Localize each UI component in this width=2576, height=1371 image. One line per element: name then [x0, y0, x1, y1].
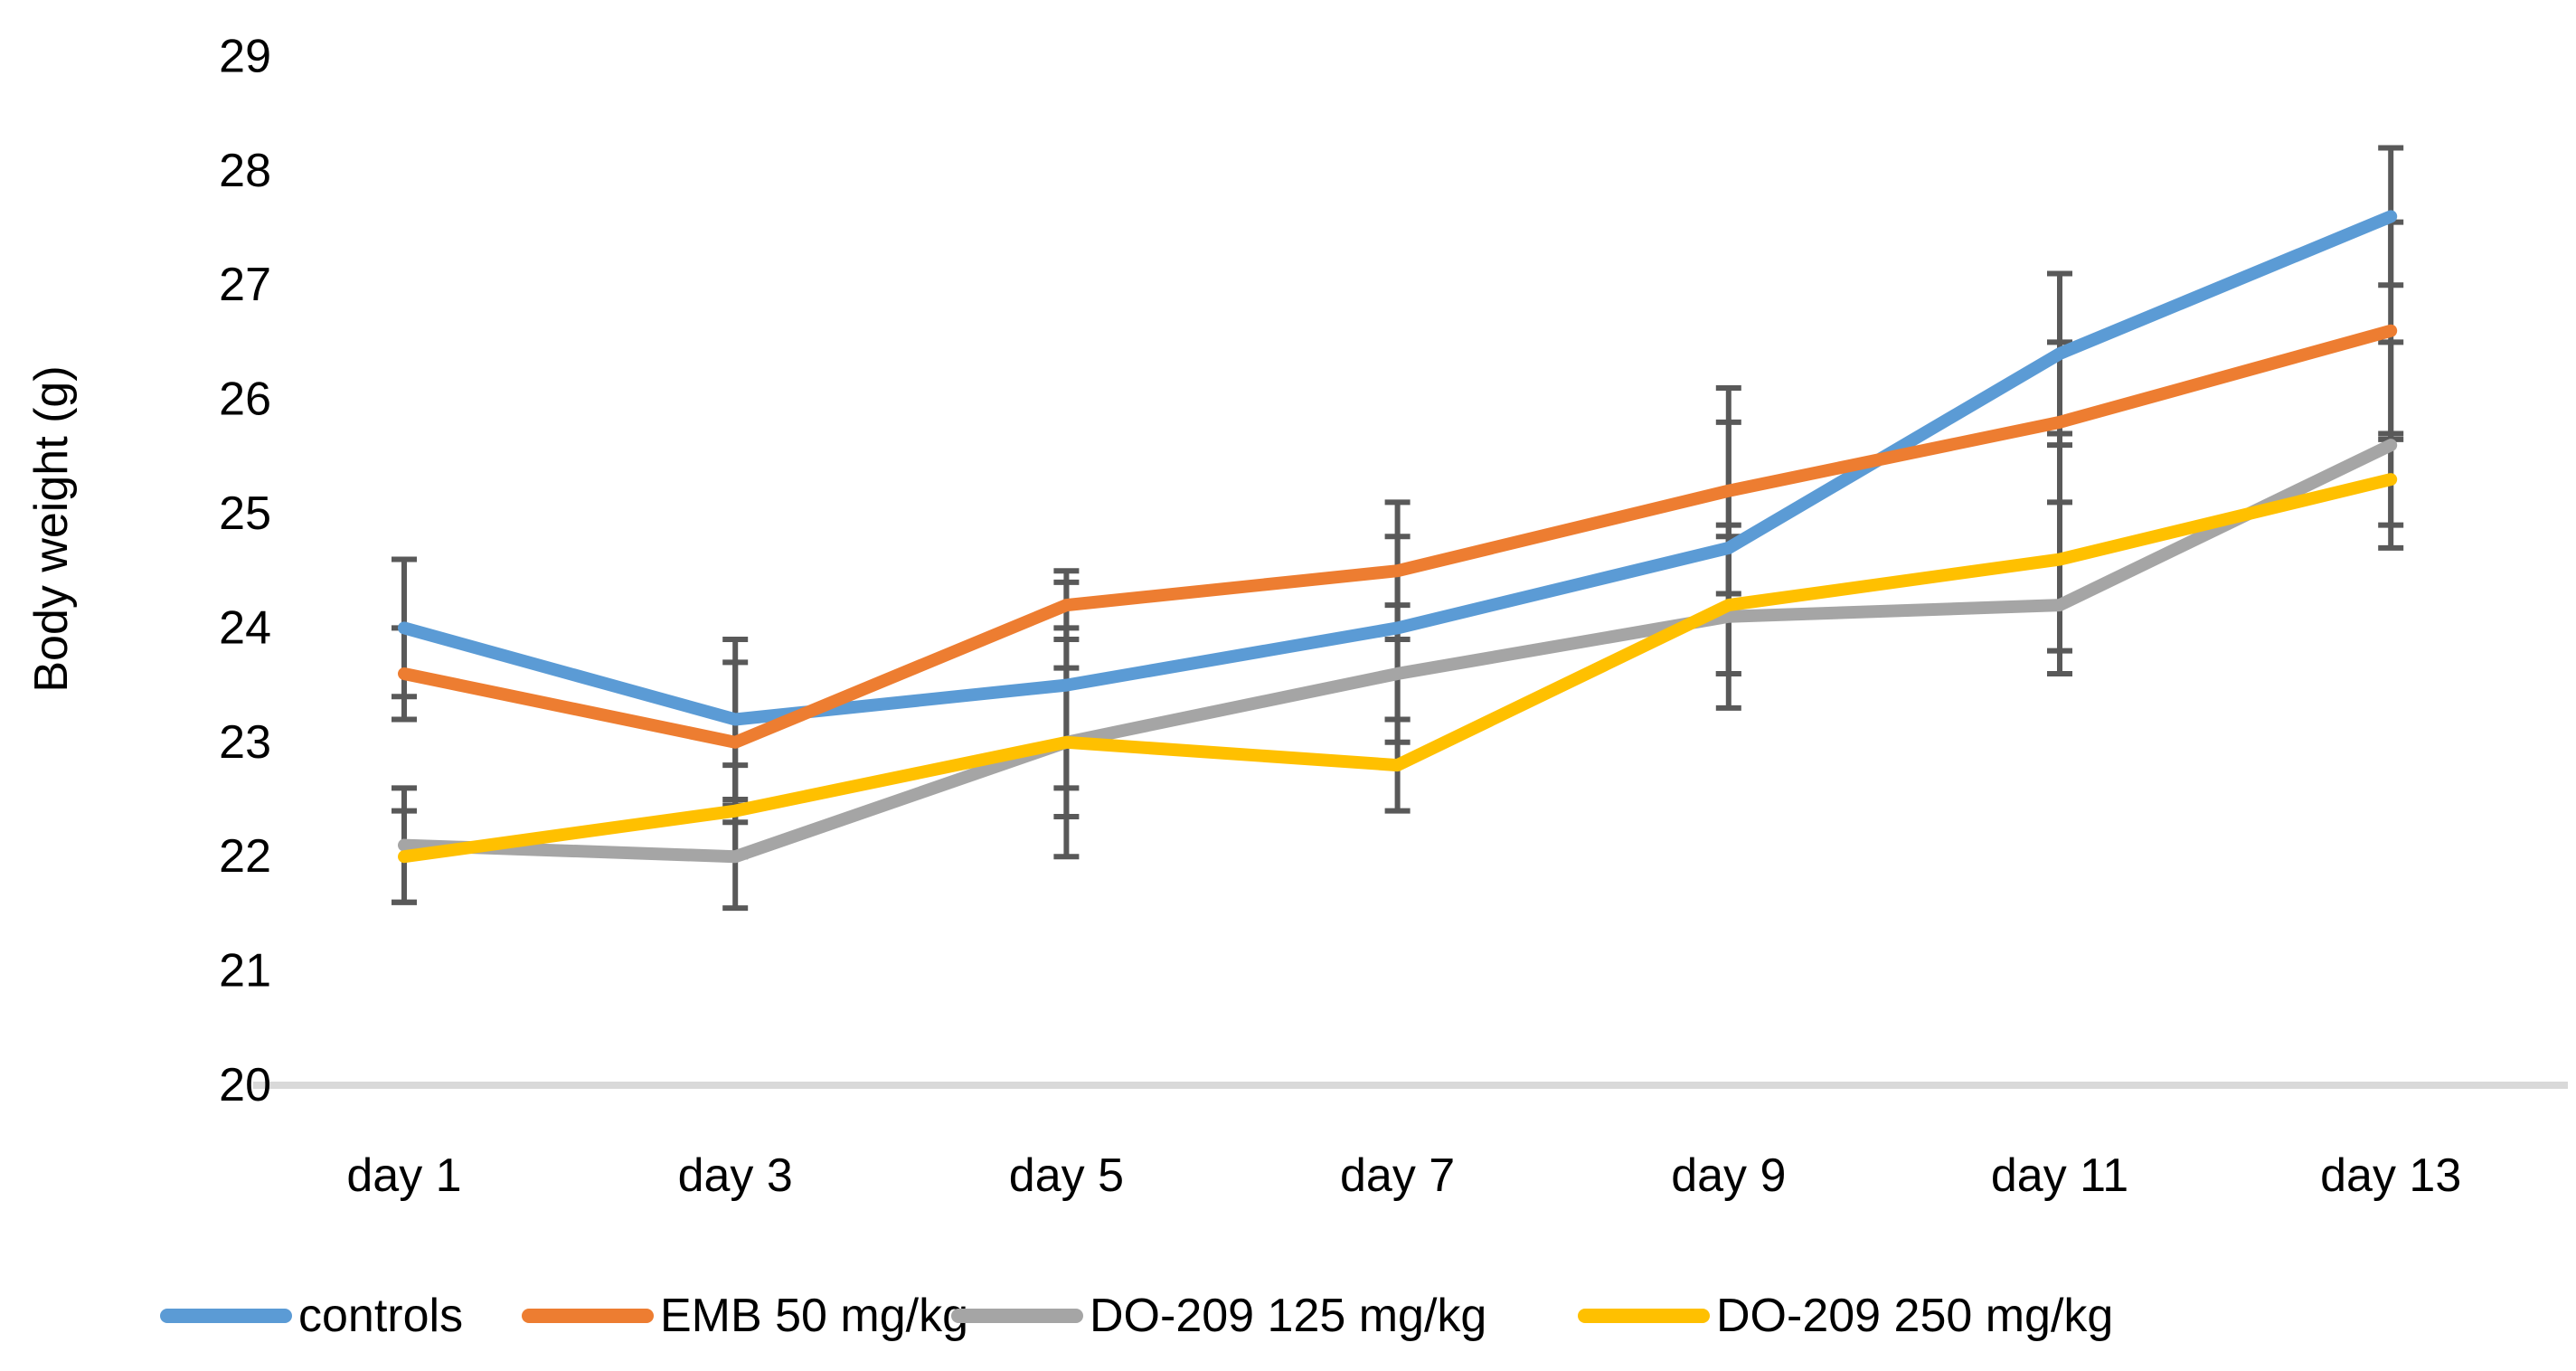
legend-label: DO-209 250 mg/kg [1716, 1290, 2113, 1342]
y-tick-label: 20 [219, 1059, 271, 1111]
x-tick-label: day 3 [678, 1149, 793, 1202]
y-tick-label: 21 [219, 945, 271, 998]
y-tick-label: 29 [219, 30, 271, 82]
x-tick-label: day 9 [1671, 1149, 1786, 1202]
x-tick-label: day 11 [1991, 1149, 2128, 1202]
y-tick-label: 28 [219, 145, 271, 197]
legend-label: DO-209 125 mg/kg [1090, 1290, 1486, 1342]
series-line-emb-50-mg-kg [398, 324, 2398, 749]
y-tick-label: 24 [219, 601, 271, 654]
series-line-do-209-125-mg-kg [398, 439, 2398, 864]
x-tick-label: day 1 [346, 1149, 461, 1202]
x-tick-label: day 13 [2320, 1149, 2461, 1202]
y-tick-label: 26 [219, 373, 271, 426]
y-tick-label: 23 [219, 716, 271, 769]
legend: controls EMB 50 mg/kg DO-209 125 mg/kg DO-2… [160, 1290, 2113, 1342]
x-tick-label: day 5 [1009, 1149, 1124, 1202]
legend-label: controls [298, 1290, 463, 1342]
y-tick-label: 25 [219, 487, 271, 540]
error-bars-group [392, 145, 2404, 912]
legend-label: EMB 50 mg/kg [660, 1290, 968, 1342]
x-tick-label: day 7 [1340, 1149, 1455, 1202]
y-axis-title: Body weight (g) [25, 365, 78, 692]
series-line-do-209-250-mg-kg [398, 473, 2398, 864]
y-tick-label: 22 [219, 830, 271, 883]
y-tick-label: 27 [219, 259, 271, 311]
series-line-controls [398, 210, 2398, 726]
